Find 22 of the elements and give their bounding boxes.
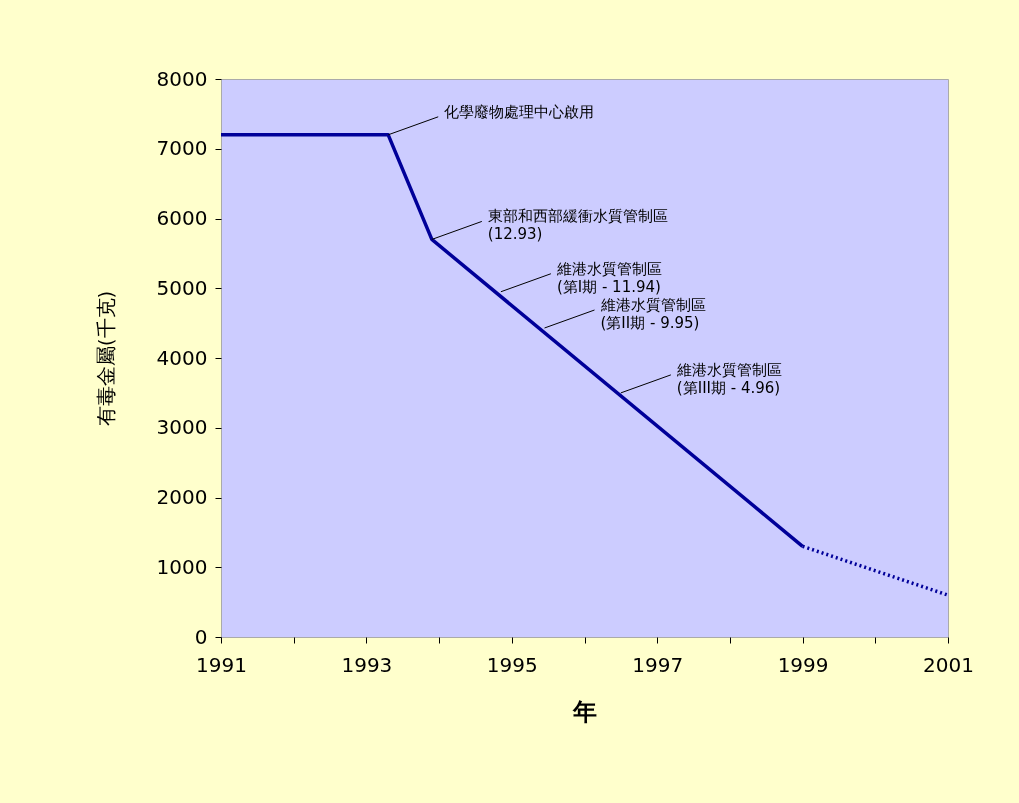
annotation: 維港水質管制區 (第I期 - 11.94)	[555, 259, 662, 296]
y-tick-label: 4000	[156, 345, 208, 370]
x-tick-label: 1997	[632, 652, 684, 677]
y-tick-label: 2000	[156, 485, 208, 509]
x-tick-label: 1991	[196, 652, 247, 677]
x-tick-label: 1999	[777, 652, 829, 677]
y-tick-label: 0	[194, 624, 208, 649]
y-axis-title: 有毒金屬(千克)	[93, 290, 118, 427]
y-tick-label: 1000	[156, 554, 208, 579]
annotation: 化學廢物處理中心啟用	[444, 102, 595, 121]
y-tick-label: 8000	[156, 66, 208, 91]
x-axis-title: 年	[572, 697, 597, 726]
y-tick-label: 7000	[156, 136, 208, 161]
x-tick-label: 1995	[486, 652, 538, 677]
x-tick-label: 2001	[923, 652, 974, 677]
annotation: 維港水質管制區 (第II期 - 9.95)	[599, 296, 706, 333]
annotation: 維港水質管制區 (第III期 - 4.96)	[675, 360, 782, 397]
y-tick-label: 3000	[156, 415, 208, 440]
y-tick-label: 6000	[156, 206, 208, 230]
annotation: 東部和西部緩衝水質管制區 (12.93)	[487, 207, 668, 244]
x-tick-label: 1993	[341, 652, 393, 677]
y-tick-label: 5000	[156, 275, 208, 300]
